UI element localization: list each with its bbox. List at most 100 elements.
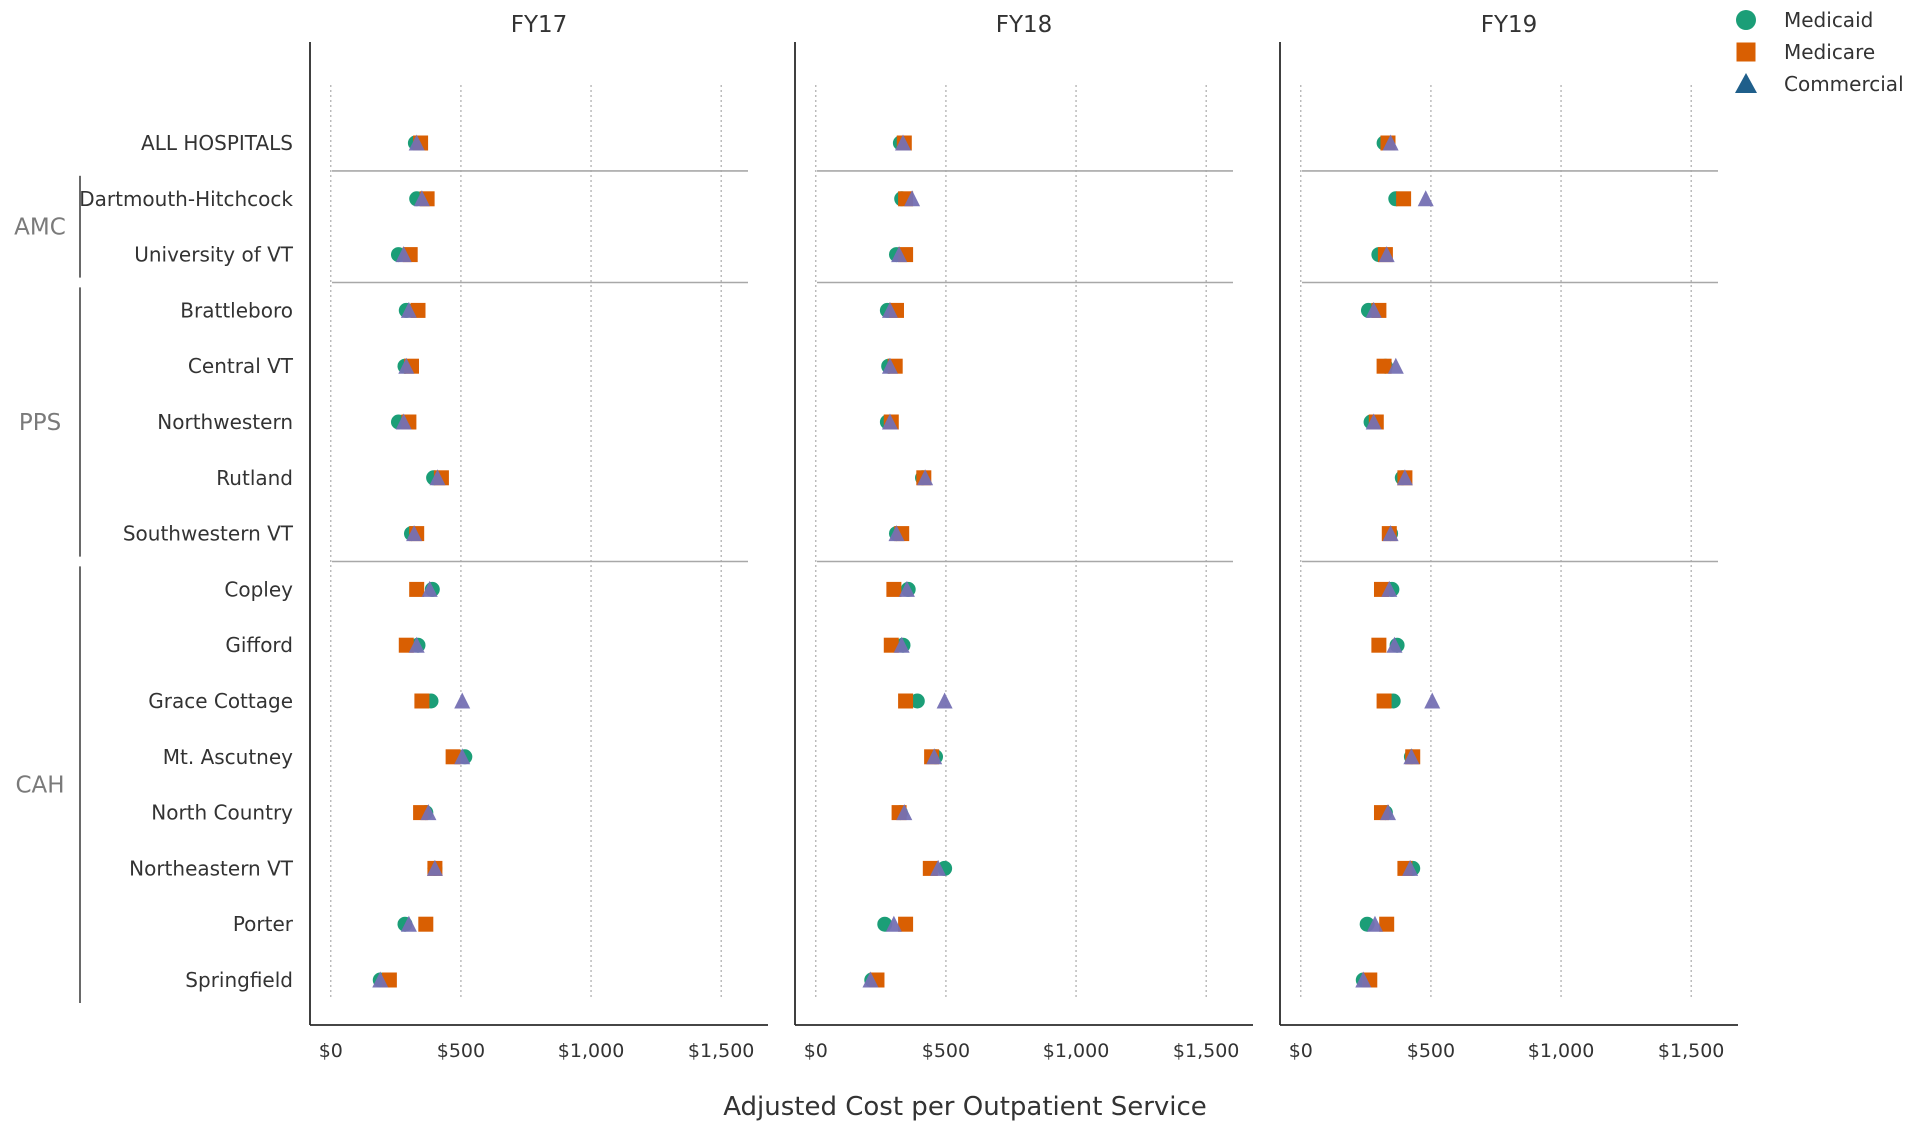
point-medicare	[1371, 637, 1387, 653]
legend-item-medicaid: Medicaid	[1736, 8, 1873, 32]
category-label: Copley	[224, 577, 293, 601]
category-label: Dartmouth-Hitchcock	[79, 187, 293, 211]
category-label: Northeastern VT	[129, 856, 294, 880]
panel-fy18: FY18 $0 $500 $1,000 $1,500	[794, 12, 1253, 1062]
point-commercial	[420, 804, 437, 821]
point-commercial	[936, 692, 953, 709]
x-tick-label: $1,000	[558, 1040, 624, 1062]
category-label: Springfield	[185, 968, 293, 992]
point-commercial	[372, 971, 389, 988]
point-medicare	[1376, 693, 1392, 709]
x-tick-label: $0	[1289, 1040, 1313, 1062]
point-commercial	[1366, 915, 1383, 932]
group-label: CAH	[15, 773, 64, 799]
category-labels: ALL HOSPITALS Dartmouth-Hitchcock Universi…	[79, 131, 294, 992]
category-label: Grace Cottage	[148, 689, 293, 713]
x-tick-label: $1,500	[1658, 1040, 1724, 1062]
legend-marker-circle	[1736, 10, 1756, 30]
legend-item-commercial: Commercial	[1735, 72, 1904, 96]
point-medicare	[898, 693, 914, 709]
point-commercial	[896, 804, 913, 821]
category-label: University of VT	[134, 243, 294, 267]
point-commercial	[408, 636, 425, 653]
point-commercial	[898, 580, 915, 597]
point-commercial	[885, 915, 902, 932]
point-commercial	[926, 748, 943, 765]
point-commercial	[421, 580, 438, 597]
point-medicare	[398, 637, 414, 653]
point-commercial	[1424, 692, 1441, 709]
point-commercial	[1417, 190, 1434, 207]
category-label: Mt. Ascutney	[163, 745, 293, 769]
point-medicare	[886, 581, 902, 597]
point-commercial	[1387, 357, 1404, 374]
group-label: AMC	[14, 215, 66, 241]
point-commercial	[1386, 636, 1403, 653]
point-commercial	[1365, 413, 1382, 430]
point-commercial	[1382, 134, 1399, 151]
point-medicare	[409, 581, 425, 597]
point-commercial	[893, 636, 910, 653]
x-tick-label: $0	[319, 1040, 343, 1062]
point-medicare	[883, 637, 899, 653]
point-commercial	[406, 525, 423, 542]
point-commercial	[1379, 804, 1396, 821]
point-medicare	[1376, 358, 1392, 374]
point-commercial	[429, 469, 446, 486]
point-commercial	[408, 134, 425, 151]
point-commercial	[888, 525, 905, 542]
legend-item-medicare: Medicare	[1736, 40, 1875, 64]
point-medicare	[418, 916, 434, 932]
point-commercial	[1403, 748, 1420, 765]
x-tick-label: $1,000	[1528, 1040, 1594, 1062]
point-commercial	[1402, 859, 1419, 876]
point-commercial	[1382, 525, 1399, 542]
category-label: Brattleboro	[180, 298, 293, 322]
point-commercial	[881, 301, 898, 318]
point-commercial	[881, 413, 898, 430]
panel-fy19: FY19 $0 $500 $1,000 $1,500	[1279, 12, 1738, 1062]
panel-title: FY18	[996, 12, 1053, 38]
legend-label: Medicare	[1784, 40, 1875, 64]
x-tick-label: $1,500	[1173, 1040, 1239, 1062]
x-tick-label: $1,000	[1043, 1040, 1109, 1062]
point-commercial	[881, 357, 898, 374]
legend-marker-triangle	[1735, 73, 1757, 93]
point-commercial	[1381, 580, 1398, 597]
point-commercial	[904, 190, 921, 207]
category-label: ALL HOSPITALS	[141, 131, 293, 155]
point-commercial	[894, 134, 911, 151]
category-label: Southwestern VT	[123, 522, 294, 546]
x-tick-label: $1,500	[688, 1040, 754, 1062]
point-commercial	[1355, 971, 1372, 988]
point-commercial	[1378, 246, 1395, 263]
category-label: Central VT	[188, 354, 294, 378]
category-label: North Country	[151, 801, 293, 825]
point-medicare	[1396, 191, 1412, 207]
point-commercial	[454, 692, 471, 709]
point-commercial	[398, 357, 415, 374]
point-commercial	[395, 413, 412, 430]
category-label: Porter	[233, 912, 294, 936]
legend-label: Medicaid	[1784, 8, 1873, 32]
point-commercial	[862, 971, 879, 988]
legend: Medicaid Medicare Commercial	[1735, 8, 1904, 96]
legend-marker-square	[1736, 42, 1756, 62]
point-commercial	[400, 915, 417, 932]
point-commercial	[413, 190, 430, 207]
x-axis-label: Adjusted Cost per Outpatient Service	[723, 1092, 1207, 1122]
panel-title: FY19	[1481, 12, 1538, 38]
category-label: Rutland	[216, 466, 293, 490]
point-commercial	[1396, 469, 1413, 486]
x-tick-label: $0	[804, 1040, 828, 1062]
point-medicare	[414, 693, 430, 709]
point-commercial	[454, 748, 471, 765]
category-label: Northwestern	[157, 410, 293, 434]
point-commercial	[400, 301, 417, 318]
point-commercial	[917, 469, 934, 486]
panel-title: FY17	[511, 12, 568, 38]
category-label: Gifford	[225, 633, 293, 657]
point-commercial	[395, 246, 412, 263]
legend-label: Commercial	[1784, 72, 1904, 96]
panels-layer: FY17 $0 $500 $1,000 $1,500 FY18 $0 $500 $1,000 $1…	[309, 12, 1738, 1062]
